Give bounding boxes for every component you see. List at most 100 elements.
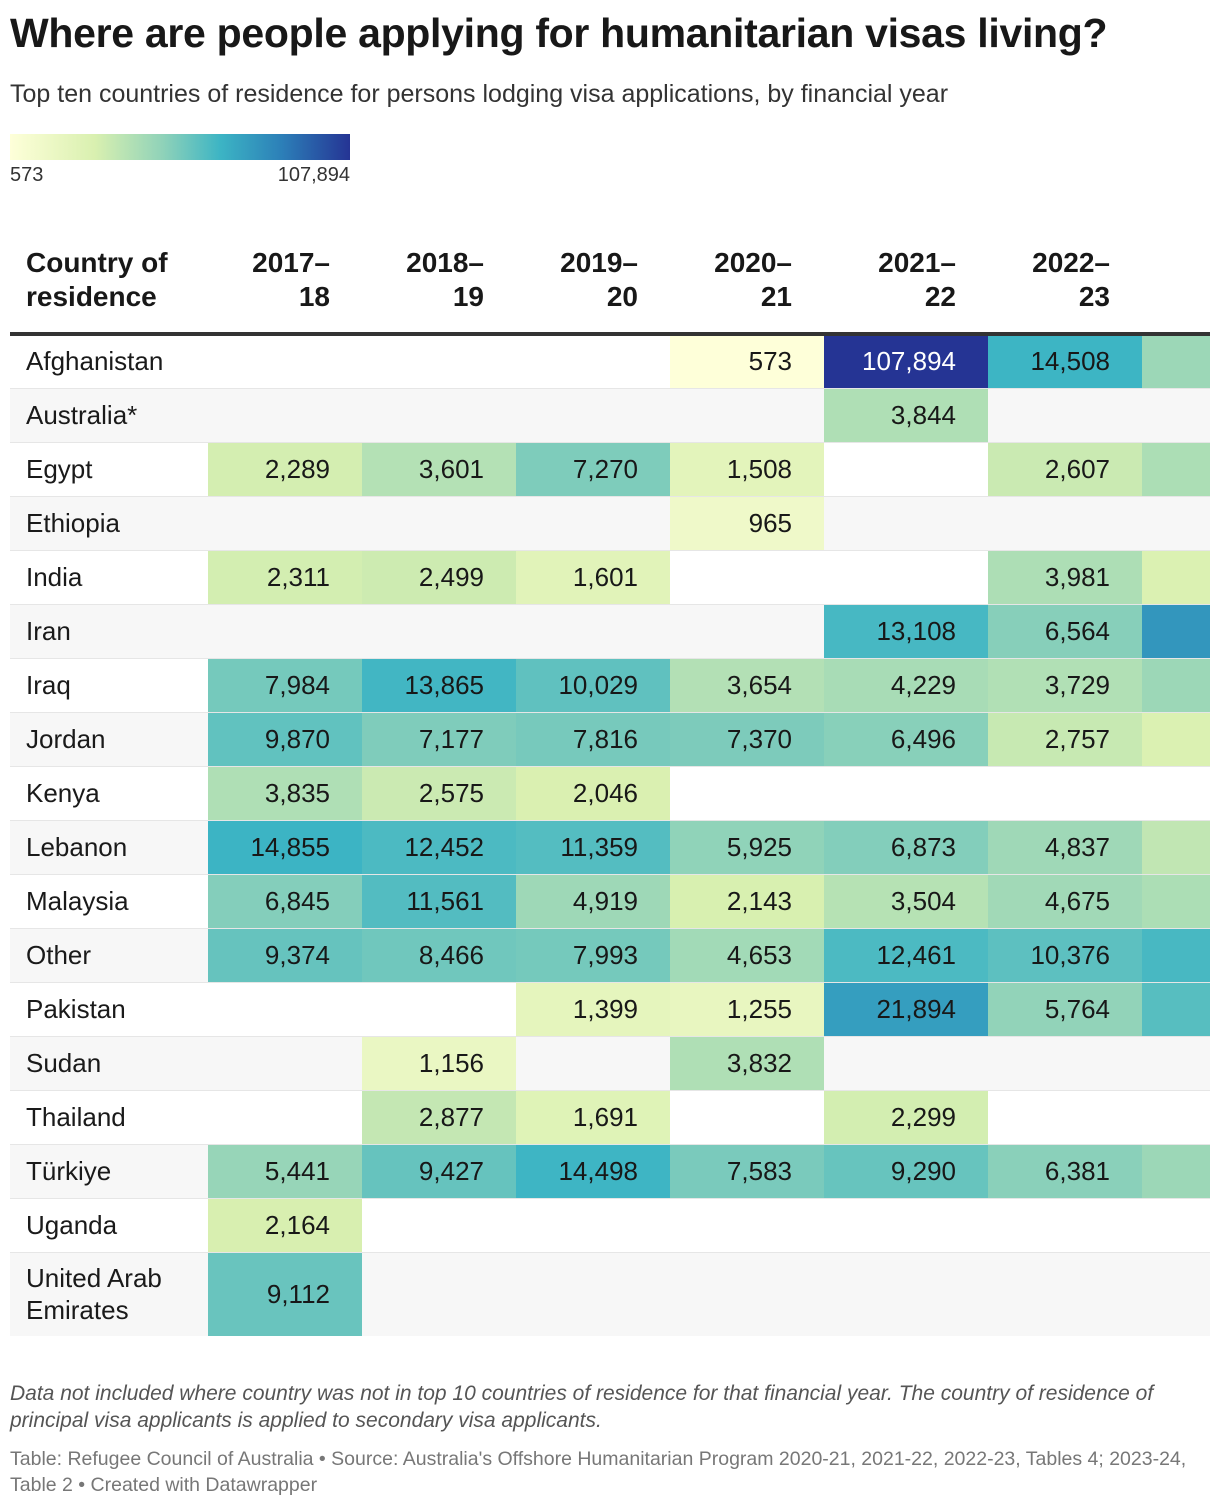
heatmap-cell: 7,993 — [516, 928, 670, 983]
heatmap-cell: 1,156 — [362, 1036, 516, 1091]
heatmap-cell: 14,498 — [516, 1144, 670, 1199]
heatmap-cell — [208, 1090, 362, 1145]
heatmap-cell — [988, 388, 1142, 443]
heatmap-cell: 10,029 — [516, 658, 670, 713]
heatmap-cell: 25,000 — [1142, 604, 1210, 659]
heatmap-cell: 9,427 — [362, 1144, 516, 1199]
heatmap-cell — [988, 1036, 1142, 1091]
heatmap-cell — [362, 604, 516, 659]
country-label: Afghanistan — [10, 334, 208, 389]
heatmap-cell: 1,399 — [516, 982, 670, 1037]
heatmap-cell: 5,764 — [988, 982, 1142, 1037]
heatmap-cell: 7,984 — [208, 658, 362, 713]
legend-max-label: 107,894 — [277, 164, 350, 186]
heatmap-cell — [988, 1252, 1142, 1336]
heatmap-cell: 21,894 — [824, 982, 988, 1037]
heatmap-cell: 2,000 — [1142, 712, 1210, 767]
heatmap-cell: 6,564 — [988, 604, 1142, 659]
column-header[interactable]: 2019– 20 — [516, 230, 670, 336]
table-row: Jordan9,8707,1777,8167,3706,4962,7572,00… — [10, 712, 1210, 767]
heatmap-cell — [208, 388, 362, 443]
color-legend-bar — [10, 134, 350, 160]
heatmap-cell: 2,289 — [208, 442, 362, 497]
table-row: Other9,3748,4667,9934,65312,46110,37613,… — [10, 928, 1210, 983]
heatmap-cell: 2,046 — [516, 766, 670, 821]
heatmap-table-container[interactable]: Country of residence 2017– 18 2018– 19 2019–… — [10, 230, 1210, 1336]
heatmap-cell — [670, 1090, 824, 1145]
heatmap-cell: 4,675 — [988, 874, 1142, 929]
heatmap-cell: 2,164 — [208, 1198, 362, 1253]
column-header[interactable]: 2018– 19 — [362, 230, 516, 336]
table-row: Sudan 1,156 3,832 — [10, 1036, 1210, 1091]
heatmap-cell — [670, 1198, 824, 1253]
heatmap-cell: 14,855 — [208, 820, 362, 875]
heatmap-cell: 7,583 — [670, 1144, 824, 1199]
heatmap-cell — [670, 604, 824, 659]
chart-subtitle: Top ten countries of residence for perso… — [10, 80, 949, 108]
heatmap-cell — [1142, 1252, 1210, 1336]
heatmap-cell: 2,575 — [362, 766, 516, 821]
heatmap-cell: 12,461 — [824, 928, 988, 983]
heatmap-cell: 3,601 — [362, 442, 516, 497]
heatmap-cell: 14,508 — [988, 334, 1142, 389]
column-header[interactable]: 2017– 18 — [208, 230, 362, 336]
heatmap-cell — [1142, 766, 1210, 821]
heatmap-cell — [362, 496, 516, 551]
column-header[interactable]: 2022– 23 — [988, 230, 1142, 336]
table-row: Uganda 2,164 — [10, 1198, 1210, 1253]
heatmap-cell: 11,359 — [516, 820, 670, 875]
heatmap-cell — [516, 496, 670, 551]
heatmap-cell — [1142, 1090, 1210, 1145]
heatmap-cell — [824, 1252, 988, 1336]
heatmap-cell: 6,496 — [824, 712, 988, 767]
heatmap-cell — [516, 1252, 670, 1336]
heatmap-cell — [1142, 496, 1210, 551]
heatmap-cell — [208, 496, 362, 551]
heatmap-cell: 2,499 — [362, 550, 516, 605]
heatmap-cell: 1,691 — [516, 1090, 670, 1145]
heatmap-cell: 11,561 — [362, 874, 516, 929]
column-header[interactable]: 2023–24 — [1142, 230, 1210, 336]
heatmap-cell: 2,143 — [670, 874, 824, 929]
heatmap-cell — [362, 1198, 516, 1253]
heatmap-table: Country of residence 2017– 18 2018– 19 2019–… — [10, 230, 1210, 1336]
heatmap-cell: 6,873 — [824, 820, 988, 875]
heatmap-cell — [362, 388, 516, 443]
heatmap-cell: 2,000 — [1142, 550, 1210, 605]
column-header-country[interactable]: Country of residence — [10, 230, 208, 336]
column-header[interactable]: 2020– 21 — [670, 230, 824, 336]
heatmap-cell: 13,000 — [1142, 928, 1210, 983]
heatmap-cell: 6,845 — [208, 874, 362, 929]
heatmap-cell — [208, 604, 362, 659]
country-label: Malaysia — [10, 874, 208, 929]
heatmap-cell: 7,370 — [670, 712, 824, 767]
heatmap-cell: 6,381 — [988, 1144, 1142, 1199]
heatmap-cell — [988, 766, 1142, 821]
table-row: Ethiopia 965 — [10, 496, 1210, 551]
heatmap-cell — [988, 1198, 1142, 1253]
country-label: Lebanon — [10, 820, 208, 875]
country-label: Ethiopia — [10, 496, 208, 551]
table-body: Afghanistan573107,89414,5085,000Australi… — [10, 334, 1210, 1336]
heatmap-cell: 9,374 — [208, 928, 362, 983]
country-label: Pakistan — [10, 982, 208, 1037]
heatmap-cell: 2,757 — [988, 712, 1142, 767]
heatmap-cell: 10,376 — [988, 928, 1142, 983]
table-row: Malaysia6,84511,5614,9192,1433,5044,6754… — [10, 874, 1210, 929]
column-header[interactable]: 2021– 22 — [824, 230, 988, 336]
heatmap-cell: 9,112 — [208, 1252, 362, 1336]
country-label: Other — [10, 928, 208, 983]
heatmap-cell — [516, 1036, 670, 1091]
heatmap-cell: 3,729 — [988, 658, 1142, 713]
heatmap-cell: 12,452 — [362, 820, 516, 875]
heatmap-cell — [670, 1252, 824, 1336]
heatmap-cell — [362, 1252, 516, 1336]
heatmap-cell: 8,466 — [362, 928, 516, 983]
table-row: United Arab Emirates 9,112 — [10, 1252, 1210, 1336]
heatmap-cell: 7,816 — [516, 712, 670, 767]
heatmap-cell — [1142, 1036, 1210, 1091]
